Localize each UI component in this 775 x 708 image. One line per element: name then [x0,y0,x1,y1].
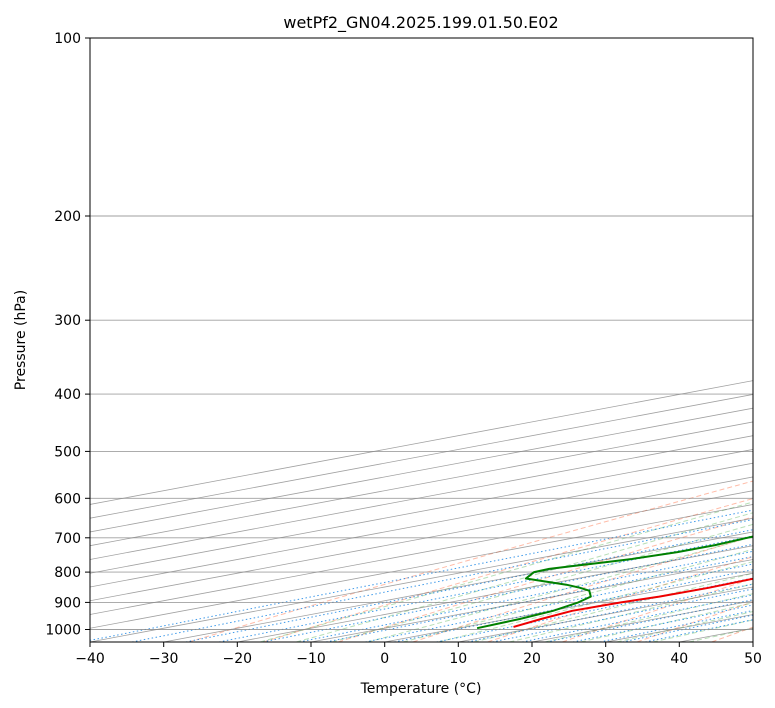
dry-adiabat-line [562,578,753,642]
moist-adiabat-line [260,501,753,642]
mixing-ratio-line [436,577,753,642]
mixing-ratio-line [546,599,753,642]
background-lines [90,480,753,642]
x-axis-label: Temperature (°C) [360,681,482,697]
moist-adiabat-line [652,619,753,642]
x-tick-label: 20 [523,651,541,667]
y-tick-label: 900 [54,595,81,611]
y-tick-label: 400 [54,387,81,403]
dry-adiabat-line [487,556,753,642]
y-tick-label: 1000 [45,623,81,639]
isotherm-line [90,435,753,560]
isotherm-line [605,614,753,642]
y-tick-label: 100 [54,31,81,47]
moist-adiabat-line [438,561,753,642]
series-layer [476,535,753,630]
y-tick-label: 800 [54,565,81,581]
mixing-ratio-line [521,594,753,642]
isotherm-line [90,462,753,588]
isotherm-line [679,627,753,642]
y-tick-label: 700 [54,531,81,547]
x-tick-label: 10 [449,651,467,667]
mixing-ratio-line [325,556,753,642]
x-tick-label: 0 [380,651,389,667]
x-tick-label: −40 [75,651,105,667]
x-tick-label: −10 [296,651,326,667]
isotherm-line [90,449,753,574]
isotherm-line [531,600,753,642]
moist-adiabat-line [296,512,753,642]
x-tick-label: 40 [670,651,688,667]
dry-adiabat-line [338,516,753,642]
mixing-ratio-line [622,614,753,642]
isotherm-line [90,490,753,615]
x-tick-label: −30 [149,651,179,667]
chart-title: wetPf2_GN04.2025.199.01.50.E02 [283,13,558,33]
temperature-profile-line [513,577,753,628]
grid-lines [90,38,753,642]
isotherm-line [90,504,753,629]
mixing-ratio-line [90,509,753,641]
y-tick-label: 200 [54,209,81,225]
x-tick-label: 30 [597,651,615,667]
mixing-ratio-line [572,604,753,642]
isotherm-line [310,559,753,642]
isotherm-line [90,476,753,602]
y-axis: 1000 900 800 700 600 500 400 300 200 100 [45,31,90,639]
plot-frame [89,37,754,643]
x-tick-label: 50 [744,651,762,667]
mixing-ratio-line [492,588,753,642]
y-axis-label: Pressure (hPa) [13,290,29,390]
isotherm-line [752,641,753,642]
dewpoint-profile-line [476,535,753,630]
mixing-ratio-line [599,609,753,642]
x-tick-label: −20 [223,651,253,667]
y-tick-label: 300 [54,313,81,329]
moist-adiabat-line [367,536,753,642]
mixing-ratio-line [218,535,753,642]
isotherm-line [237,545,753,642]
isotherm-line [90,421,753,547]
mixing-ratio-line [365,563,753,642]
isotherm-line [90,517,753,642]
dry-adiabat-line [412,535,753,642]
moist-adiabat-line [473,572,753,642]
y-tick-label: 600 [54,491,81,507]
mixing-ratio-line [131,519,753,642]
x-axis: −40 −30 −20 −10 0 10 20 30 40 50 [75,642,762,667]
isotherm-line [163,531,753,642]
moist-adiabat-line [331,523,753,642]
dry-adiabat-line [263,498,753,642]
y-tick-label: 500 [54,444,81,460]
dry-adiabat-line [188,480,753,642]
